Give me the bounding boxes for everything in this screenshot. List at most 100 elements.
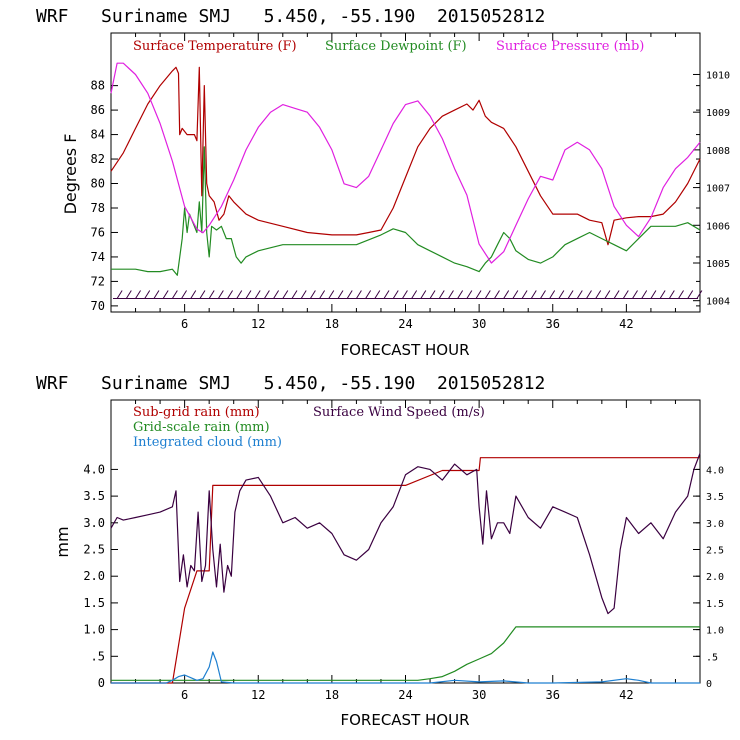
left-tick-label: 3.5 [83,489,105,503]
left-tick-label: 76 [91,225,105,239]
wind-barb [217,290,224,299]
wind-barb [337,290,344,299]
top-left-axis-ticks: 70 72 74 76 78 80 82 84 86 88 [91,79,700,313]
wind-barb [604,290,611,299]
top-right-axis-ticks: 1004 1005 1006 1007 1008 1009 1010 [693,70,730,308]
wind-barbs [113,290,703,300]
right-tick-label: 2.5 [706,546,724,557]
wind-barb [236,290,243,299]
bottom-left-axis-ticks: 0 .5 1.0 1.5 2.0 2.5 3.0 3.5 4.0 [83,462,700,690]
left-tick-label: 0 [98,676,105,690]
wind-barb [227,290,233,299]
bottom-series-lines [110,453,701,684]
left-tick-label: .5 [91,649,105,663]
wind-barb [521,290,528,299]
left-tick-label: 1.5 [83,596,105,610]
wind-barb [355,290,362,299]
right-tick-label: 1007 [706,184,730,195]
series-integrated-cloud-mm [111,651,700,684]
series-surface-wind-speed-m-s [110,453,701,615]
right-tick-label: 3.5 [706,492,724,503]
wind-barb [190,290,197,299]
right-tick-label: 1004 [706,297,730,308]
wind-barb [641,290,648,299]
wind-barb [576,290,583,299]
right-tick-label: 1010 [706,70,730,81]
wind-barb [273,290,280,299]
x-tick-label: 24 [398,317,412,331]
left-tick-label: 4.0 [83,462,105,476]
wind-barb [263,290,270,299]
wind-barb [135,290,141,299]
wind-barb [300,290,307,299]
wind-barb [567,290,574,299]
wind-barb [530,290,537,299]
x-tick-label: 6 [181,317,188,331]
left-tick-label: 84 [91,128,105,142]
wind-barb [346,290,353,299]
series-surface-dewpoint-f [111,146,701,276]
bottom-x-axis-ticks: 6 12 18 24 30 36 42 [135,400,676,702]
legend-integrated-cloud: Integrated cloud (mm) [133,435,282,450]
left-tick-label: 80 [91,177,105,191]
left-tick-label: 86 [91,103,105,117]
top-y-axis-label: Degrees F [61,134,80,215]
wind-barb [181,290,187,299]
wind-barb [622,290,629,299]
series-surface-temperature-f [110,66,701,246]
x-tick-label: 24 [398,688,412,702]
left-tick-label: 70 [91,299,105,313]
right-tick-label: 1006 [706,221,730,232]
right-tick-label: 1.0 [706,626,724,637]
wind-barb [512,290,519,299]
wind-barb [374,290,381,299]
wind-barb [291,290,298,299]
right-tick-label: 1005 [706,259,730,270]
legend-gridscale-rain: Grid-scale rain (mm) [133,420,270,435]
wind-barb [540,290,546,299]
wind-barb [208,290,215,299]
legend-surface-dewpoint: Surface Dewpoint (F) [325,39,467,54]
wind-barb [319,290,326,299]
left-tick-label: 2.0 [83,569,105,583]
right-tick-label: 1009 [706,108,730,119]
x-tick-label: 30 [472,688,486,702]
wind-barb [162,290,169,299]
temperature-panel: WRF Suriname SMJ 5.450, -55.190 20150528… [36,6,730,359]
x-tick-label: 12 [251,317,265,331]
series-surface-pressure-mb [110,62,701,264]
legend-wind-speed: Surface Wind Speed (m/s) [313,405,485,420]
wind-barb [309,290,316,299]
wind-barb [650,290,657,299]
wind-barb [549,290,556,299]
wind-barb [475,290,482,299]
wind-barb [659,290,666,299]
wind-barb [392,290,399,299]
left-tick-label: 1.0 [83,623,105,637]
wind-barb [668,290,675,299]
bottom-chart-title: WRF Suriname SMJ 5.450, -55.190 20150528… [36,373,545,394]
left-tick-label: 78 [91,201,105,215]
wind-barb [365,290,372,299]
wind-barb [420,290,427,299]
right-tick-label: .5 [706,652,718,663]
wind-barb [484,290,491,299]
x-tick-label: 30 [472,317,486,331]
x-tick-label: 42 [619,688,633,702]
wind-barb [687,290,694,299]
series-grid-scale-rain-mm [111,626,700,681]
bottom-y-axis-label: mm [53,526,72,557]
wind-barb [153,290,160,299]
x-tick-label: 42 [619,317,633,331]
wind-barb [383,290,390,299]
legend-surface-pressure: Surface Pressure (mb) [496,39,644,54]
bottom-x-axis-label: FORECAST HOUR [340,711,469,729]
wind-barb [558,290,565,299]
wind-barb [696,290,703,299]
series-sub-grid-rain-mm [111,457,700,684]
wind-barb [632,290,638,299]
wind-barb [116,290,123,299]
wind-barb [144,290,151,299]
right-tick-label: 0 [706,679,712,690]
wind-barb [466,290,473,299]
